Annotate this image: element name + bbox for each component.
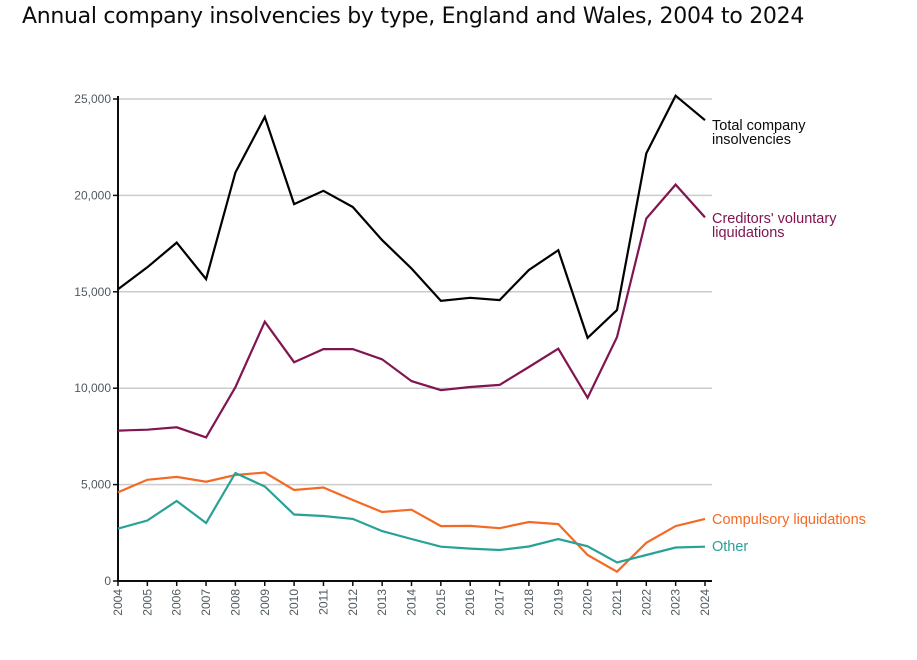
- x-tick-label: 2017: [493, 589, 507, 616]
- gridlines: [118, 98, 712, 486]
- x-tick-label: 2004: [111, 589, 125, 616]
- x-tick-label: 2012: [346, 589, 360, 616]
- series-line-creditors-voluntary-liquidations: [117, 182, 706, 439]
- x-tick-label: 2022: [639, 589, 653, 616]
- y-tick-label: 5,000: [81, 478, 111, 492]
- series-line-total-company-insolvencies: [117, 93, 706, 340]
- x-tick-label: 2010: [287, 589, 301, 616]
- x-tick-label: 2011: [316, 589, 330, 615]
- series-label: liquidations: [712, 225, 785, 241]
- y-tick-label: 10,000: [74, 381, 111, 395]
- x-tick-label: 2006: [170, 589, 184, 616]
- series-line-compulsory-liquidations: [117, 471, 706, 574]
- x-tick-label: 2014: [405, 589, 419, 616]
- x-tick-label: 2008: [228, 589, 242, 616]
- x-tick-label: 2023: [669, 589, 683, 616]
- series-line-other: [117, 471, 706, 564]
- x-tick-label: 2024: [698, 589, 712, 616]
- y-tick-label: 0: [104, 574, 111, 588]
- series-label: Other: [712, 539, 748, 555]
- x-axis: 2004 2005 2006 2007 2008 2009 2010 2011 2012 2013…: [111, 580, 712, 616]
- x-tick-label: 2019: [551, 589, 565, 616]
- y-tick-label: 25,000: [74, 92, 111, 106]
- series-label: Compulsory liquidations: [712, 512, 866, 528]
- x-tick-label: 2021: [610, 589, 624, 616]
- x-tick-label: 2009: [258, 589, 272, 616]
- series-label: insolvencies: [712, 132, 791, 148]
- chart-title: Annual company insolvencies by type, Eng…: [22, 4, 805, 29]
- x-tick-label: 2018: [522, 589, 536, 616]
- y-axis: 0 5,000 10,000 15,000 20,000 25,000: [74, 92, 119, 588]
- x-tick-label: 2020: [581, 589, 595, 616]
- x-tick-label: 2005: [140, 589, 154, 616]
- x-tick-label: 2016: [463, 589, 477, 616]
- y-tick-label: 20,000: [74, 188, 111, 202]
- x-tick-label: 2015: [434, 589, 448, 616]
- series-label: Total company: [712, 118, 806, 134]
- series-lines: [117, 93, 706, 574]
- series-label: Creditors' voluntary: [712, 211, 837, 227]
- x-tick-label: 2007: [199, 589, 213, 616]
- y-tick-label: 15,000: [74, 285, 111, 299]
- x-tick-label: 2013: [375, 589, 389, 616]
